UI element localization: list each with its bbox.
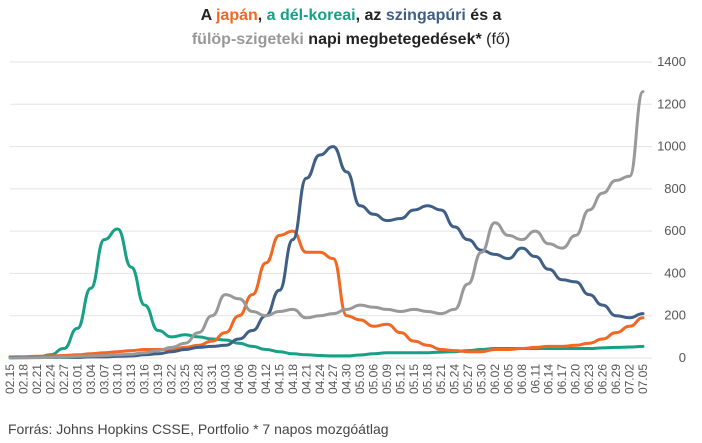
x-tick-label: 04.12 xyxy=(259,364,273,394)
y-tick-label: 800 xyxy=(664,181,686,196)
series-line-2 xyxy=(8,145,645,360)
series-line-3 xyxy=(8,90,645,360)
title-segment: napi megbetegedések* xyxy=(303,31,487,48)
x-tick-label: 03.10 xyxy=(111,364,125,394)
title-segment: szingapúri xyxy=(385,7,466,24)
x-tick-label: 03.13 xyxy=(124,364,138,394)
x-tick-label: 03.25 xyxy=(178,364,192,394)
x-tick-label: 02.27 xyxy=(57,364,71,394)
x-tick-label: 07.05 xyxy=(636,364,650,394)
x-tick-label: 04.09 xyxy=(245,364,259,394)
x-tick-label: 06.23 xyxy=(582,364,596,394)
title-segment: , az xyxy=(355,7,386,24)
x-tick-label: 06.29 xyxy=(609,364,623,394)
x-tick-label: 05.15 xyxy=(407,364,421,394)
y-tick-label: 200 xyxy=(664,308,686,323)
x-tick-label: 03.22 xyxy=(165,364,179,394)
title-line-2: fülöp-szigeteki napi megbetegedések* (fő… xyxy=(0,28,702,52)
x-tick-label: 06.11 xyxy=(528,364,542,393)
x-tick-label: 06.26 xyxy=(596,364,610,394)
x-tick-label: 03.28 xyxy=(192,364,206,394)
title-line-1: A japán, a dél-koreai, az szingapúri és … xyxy=(0,4,702,28)
x-tick-label: 05.27 xyxy=(461,364,475,394)
x-tick-label: 05.21 xyxy=(434,364,448,394)
x-tick-label: 02.24 xyxy=(43,364,57,394)
x-tick-label: 04.21 xyxy=(299,364,313,394)
title-segment: japán xyxy=(215,7,258,24)
x-tick-label: 06.02 xyxy=(488,364,502,394)
x-tick-label: 04.27 xyxy=(326,364,340,394)
chart-title: A japán, a dél-koreai, az szingapúri és … xyxy=(0,4,702,52)
series-line-1 xyxy=(8,229,645,359)
series-lines xyxy=(8,90,645,360)
x-tick-label: 03.07 xyxy=(97,364,111,394)
x-tick-label: 05.09 xyxy=(380,364,394,394)
title-segment: és a xyxy=(465,7,502,24)
title-segment: , xyxy=(257,7,267,24)
y-tick-label: 1200 xyxy=(657,96,686,111)
x-tick-label: 03.31 xyxy=(205,364,219,394)
title-segment: fülöp-szigeteki xyxy=(191,31,304,48)
x-tick-label: 05.30 xyxy=(474,364,488,394)
title-segment: A xyxy=(200,7,216,24)
x-tick-label: 06.14 xyxy=(542,364,556,394)
grid xyxy=(10,61,652,359)
x-axis-ticks: 02.15 02.18 02.21 02.24 02.27 03.01 03.04 03.07… xyxy=(3,364,650,394)
x-tick-label: 07.02 xyxy=(623,364,637,394)
x-tick-label: 04.30 xyxy=(340,364,354,394)
y-tick-label: 1000 xyxy=(657,139,686,154)
x-tick-label: 03.19 xyxy=(151,364,165,394)
x-tick-label: 02.18 xyxy=(16,364,30,394)
x-tick-label: 04.18 xyxy=(286,364,300,394)
x-tick-label: 05.18 xyxy=(421,364,435,394)
x-tick-label: 04.15 xyxy=(272,364,286,394)
x-tick-label: 05.03 xyxy=(353,364,367,394)
y-axis-ticks: 0 200 400 600 800 1000 1200 1400 xyxy=(657,54,686,365)
x-tick-label: 03.04 xyxy=(84,364,98,394)
x-tick-label: 04.06 xyxy=(232,364,246,394)
y-tick-label: 600 xyxy=(664,223,686,238)
title-segment: (fő) xyxy=(486,31,511,48)
x-tick-label: 03.01 xyxy=(70,364,84,394)
y-tick-label: 400 xyxy=(664,265,686,280)
x-tick-label: 06.17 xyxy=(555,364,569,394)
x-tick-label: 03.16 xyxy=(138,364,152,394)
x-tick-label: 02.21 xyxy=(30,364,44,394)
x-tick-label: 06.05 xyxy=(501,364,515,394)
source-note: Forrás: Johns Hopkins CSSE, Portfolio * … xyxy=(8,421,389,437)
title-segment: a dél-koreai xyxy=(266,7,356,24)
x-tick-label: 05.06 xyxy=(367,364,381,394)
x-tick-label: 05.24 xyxy=(447,364,461,394)
x-tick-label: 02.15 xyxy=(3,364,17,394)
series-line-0 xyxy=(8,227,645,359)
x-tick-label: 05.12 xyxy=(394,364,408,394)
x-tick-label: 06.20 xyxy=(569,364,583,394)
x-tick-label: 06.08 xyxy=(515,364,529,394)
y-tick-label: 1400 xyxy=(657,54,686,69)
y-tick-label: 0 xyxy=(679,350,686,365)
x-tick-label: 04.24 xyxy=(313,364,327,394)
x-tick-label: 04.03 xyxy=(218,364,232,394)
